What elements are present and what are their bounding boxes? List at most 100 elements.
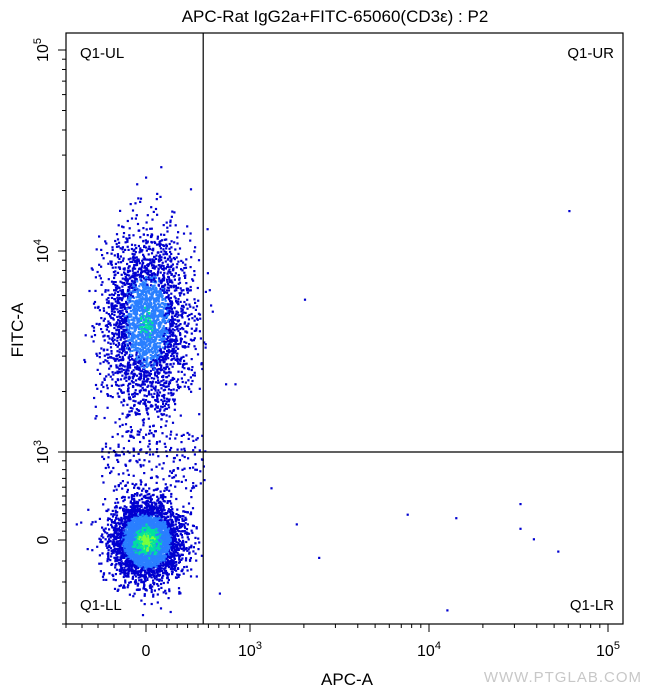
event-dot-ul (134, 267, 137, 270)
event-dot-ll (127, 553, 130, 556)
event-dot-ll (141, 547, 144, 550)
event-dot-ll (171, 542, 175, 545)
event-dot-ll (130, 525, 134, 528)
event-dot-ul (113, 310, 116, 313)
event-dot-ll (163, 518, 166, 521)
event-dot-ll (170, 545, 173, 548)
event-dot-ul (124, 241, 127, 244)
event-dot-ll (156, 508, 159, 511)
event-dot-ll (122, 549, 125, 552)
event-dot-ll (185, 547, 188, 550)
event-dot-ll (164, 556, 167, 559)
event-dot-ll (172, 546, 175, 549)
event-dot-ll (127, 546, 130, 549)
event-dot-ll (128, 581, 131, 584)
event-dot-ll (102, 536, 105, 539)
event-dot-ll (108, 517, 111, 520)
event-dot-ll (137, 567, 140, 570)
event-dot-ul (150, 338, 153, 341)
event-dot-ll (133, 551, 136, 554)
event-dot-ll (123, 569, 126, 572)
event-dot-ll (125, 554, 128, 557)
event-dot-ll (141, 563, 144, 566)
event-dot-ll (174, 523, 177, 526)
event-dot-ll (129, 545, 132, 548)
event-dot-ul (133, 346, 136, 349)
event-dot-ll (173, 568, 176, 571)
event-dot-ll (136, 494, 139, 497)
event-dot-ll (145, 572, 149, 575)
event-dot-ul (116, 339, 119, 342)
event-dot-ll (181, 536, 184, 539)
event-dot-ll (121, 519, 124, 522)
event-dot-ll (180, 541, 184, 544)
event-dot-ll (124, 484, 127, 487)
event-dot-ul (102, 257, 105, 260)
event-dot-ll (148, 492, 151, 496)
event-dot-ll (114, 525, 117, 528)
event-dot-ll (110, 513, 113, 516)
event-dot-ll (171, 514, 174, 517)
event-dot-ll (127, 555, 130, 558)
event-dot-ll (98, 537, 101, 540)
event-dot-ll (122, 527, 125, 530)
event-dot-ll (162, 532, 166, 535)
event-dot-ll (134, 515, 137, 518)
event-dot-ll (175, 554, 178, 557)
event-dot-ll (145, 504, 149, 507)
event-dot-ul (141, 387, 144, 390)
event-dot-ll (124, 561, 127, 564)
event-dot-ul (154, 381, 158, 384)
event-dot-ll (167, 508, 170, 511)
event-dot-ll (139, 562, 142, 565)
event-dot-ul (105, 298, 108, 301)
event-dot-ll (143, 531, 146, 534)
event-dot-ll (120, 516, 123, 519)
event-dot-ll (151, 552, 154, 555)
event-dot-ll (183, 529, 186, 533)
event-dot-ll (131, 508, 134, 511)
event-dot-ll (120, 570, 123, 573)
event-dot-ll (167, 527, 170, 530)
event-dot-ll (106, 558, 109, 561)
event-dot-ll (171, 563, 174, 566)
event-dot-ul (121, 246, 124, 249)
event-dot-ll (115, 568, 118, 571)
event-dot-ul (121, 350, 125, 353)
event-dot-ll (165, 552, 168, 556)
event-dot-ll (131, 563, 134, 566)
event-dot-ll (136, 572, 139, 575)
event-dot-ll (114, 559, 118, 562)
event-dot-ll (126, 490, 129, 494)
event-dot-ll (128, 534, 131, 538)
event-dot-ll (123, 556, 126, 559)
event-dot-ll (168, 540, 171, 543)
event-dot-ll (152, 510, 155, 513)
event-dot-ll (132, 502, 135, 506)
event-dot-ll (136, 549, 139, 552)
event-dot-ll (128, 522, 131, 525)
event-dot-ll (142, 508, 145, 511)
event-dot-ll (146, 549, 150, 552)
event-dot-ll (176, 551, 179, 554)
event-dot-ll (153, 570, 156, 573)
event-dot-ul (122, 235, 125, 238)
event-dot-ul (173, 295, 176, 298)
event-dot-ll (165, 573, 168, 576)
event-dot-ul (158, 346, 161, 350)
event-dot-ll (142, 518, 145, 521)
event-dot-ll (161, 498, 164, 501)
event-dot-ll (154, 561, 157, 564)
event-dot-ll (130, 565, 133, 568)
event-dot-ll (114, 509, 117, 512)
event-dot-ll (178, 523, 181, 526)
event-dot-ll (142, 587, 145, 590)
event-dot-ll (117, 528, 120, 531)
event-dot-ll (107, 554, 110, 557)
event-dot-ll (181, 530, 184, 533)
event-dot-ll (153, 531, 157, 535)
event-dot-ll (120, 584, 123, 587)
event-dot-ll (155, 505, 158, 508)
event-dot-ul (109, 324, 112, 327)
event-dot-ll (134, 579, 137, 582)
